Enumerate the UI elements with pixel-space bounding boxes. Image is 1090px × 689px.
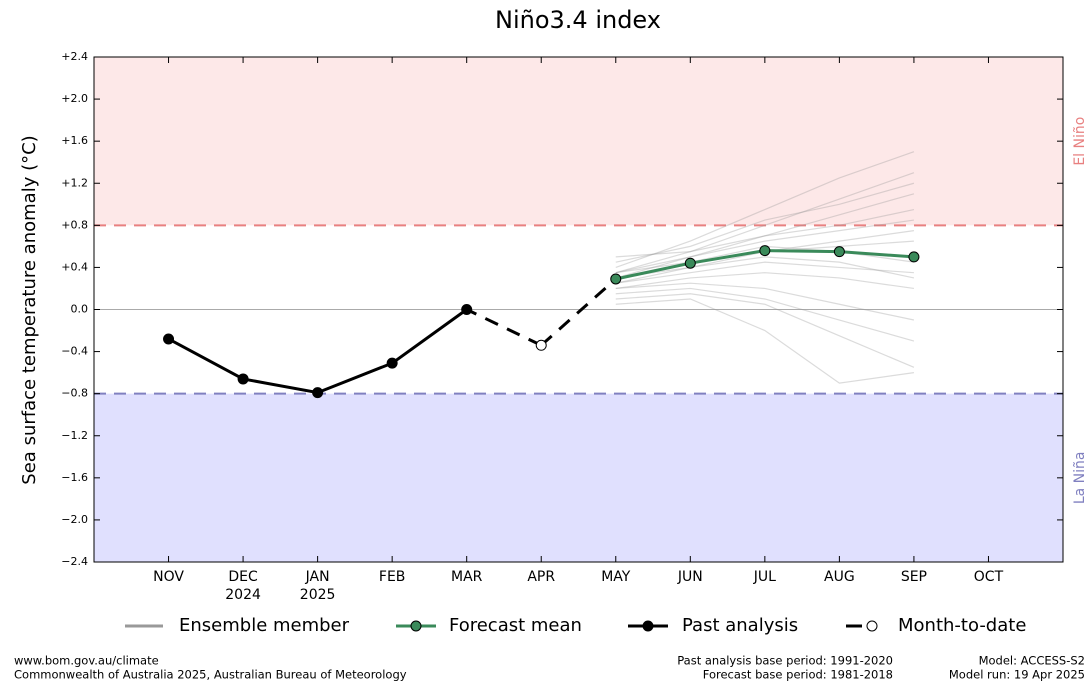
y-tick-label: −1.6: [61, 471, 88, 484]
series-line: [167, 308, 468, 395]
marker: [684, 257, 696, 269]
y-tick-label: +0.8: [61, 218, 88, 231]
marker: [386, 357, 398, 369]
x-tick-label: JUL: [753, 569, 776, 585]
ensemble-line: [615, 182, 915, 263]
ensemble-line: [615, 282, 915, 321]
ensemble-line: [615, 151, 915, 268]
el-nino-label: El Niño: [1072, 117, 1088, 166]
y-tick-label: +2.0: [61, 92, 88, 105]
y-tick-label: +1.6: [61, 134, 88, 147]
ensemble-line: [615, 261, 914, 284]
y-tick-label: 0.0: [71, 303, 89, 316]
y-axis-label: Sea surface temperature anomaly (°C): [19, 135, 40, 484]
x-tick-label: SEP: [901, 569, 927, 585]
chart-title: Niño3.4 index: [495, 6, 661, 34]
el-nino-region: [94, 57, 1063, 226]
x-tick-label: NOV: [153, 569, 184, 585]
footer-text: Commonwealth of Australia 2025, Australi…: [14, 668, 407, 682]
y-tick-label: −1.2: [61, 429, 88, 442]
marker: [163, 333, 175, 345]
marker: [610, 273, 622, 285]
x-tick-label: FEB: [379, 569, 406, 585]
ensemble-line: [615, 193, 915, 279]
footer-text: Forecast base period: 1981-2018: [703, 668, 893, 682]
legend-label: Forecast mean: [449, 615, 582, 636]
ensemble-line: [615, 298, 915, 384]
ensemble-line: [615, 272, 915, 290]
legend-marker: [410, 620, 422, 632]
footer-text: Past analysis base period: 1991-2020: [677, 654, 893, 668]
y-tick-label: −2.4: [61, 555, 88, 568]
y-tick-label: +1.2: [61, 176, 88, 189]
legend-marker: [642, 620, 654, 632]
y-tick-label: +0.4: [61, 260, 88, 273]
x-tick-label: AUG: [824, 569, 855, 585]
ensemble-line: [615, 172, 915, 274]
y-tick-label: −0.4: [61, 345, 88, 358]
ensemble-line: [615, 293, 915, 368]
plot-frame: [93, 56, 1064, 563]
y-tick-label: +2.4: [61, 50, 88, 63]
footer-text: Model: ACCESS-S2: [979, 654, 1085, 668]
ensemble-line: [615, 219, 915, 274]
month-to-date-line: [466, 308, 542, 347]
x-tick-label: OCT: [974, 569, 1004, 585]
la-nina-label: La Niña: [1072, 452, 1088, 505]
marker: [535, 339, 547, 351]
month-to-date-line: [540, 277, 617, 347]
ensemble-line: [615, 287, 915, 342]
legend-label: Month-to-date: [898, 615, 1026, 636]
marker: [833, 246, 845, 258]
footer-text: Model run: 19 Apr 2025: [949, 668, 1085, 682]
legend-label: Ensemble member: [179, 615, 350, 636]
marker: [461, 304, 473, 315]
x-tick-label: MAR: [451, 569, 483, 585]
y-tick-label: −0.8: [61, 387, 88, 400]
marker: [908, 251, 920, 263]
legend-marker: [866, 620, 878, 632]
footer-text: www.bom.gov.au/climate: [14, 654, 159, 668]
x-tick-label: JAN: [305, 569, 330, 585]
la-nina-region: [94, 393, 1063, 562]
marker: [237, 373, 249, 385]
x-tick-label: MAY: [601, 569, 631, 585]
x-tick-year: 2025: [300, 587, 336, 603]
x-tick-year: 2024: [225, 587, 261, 603]
ensemble-line: [615, 208, 915, 258]
x-tick-label: APR: [527, 569, 555, 585]
y-tick-label: −2.0: [61, 513, 88, 526]
legend-label: Past analysis: [682, 615, 798, 636]
marker: [312, 387, 324, 399]
x-tick-label: JUN: [677, 569, 703, 585]
marker: [759, 245, 771, 257]
ensemble-line: [615, 256, 915, 279]
x-tick-label: DEC: [228, 569, 258, 585]
